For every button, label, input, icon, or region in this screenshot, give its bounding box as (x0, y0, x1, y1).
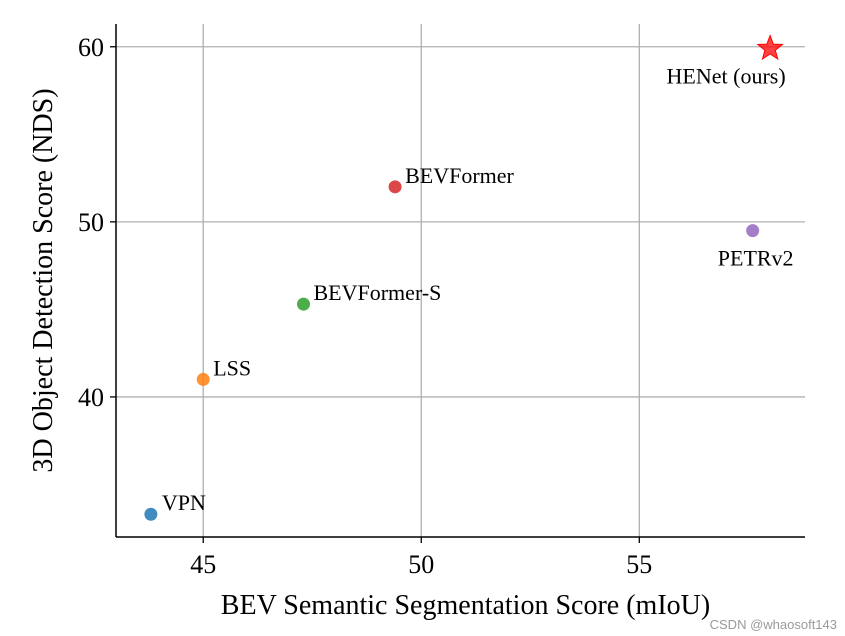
y-axis-title: 3D Object Detection Score (NDS) (28, 88, 59, 472)
y-tick-label: 60 (78, 33, 104, 62)
label-henet-ours: HENet (ours) (667, 64, 786, 89)
point-petrv2 (746, 224, 760, 238)
point-bevformer (388, 180, 402, 194)
axes (110, 24, 805, 543)
tick-labels: 45 50 55 40 50 60 (78, 33, 652, 579)
point-labels: VPN LSS BEVFormer-S BEVFormer PETRv2 HENet (o… (162, 64, 794, 516)
x-tick-label: 55 (626, 550, 652, 579)
y-tick-label: 40 (78, 383, 104, 412)
label-lss: LSS (213, 355, 251, 380)
label-bevformer: BEVFormer (405, 163, 514, 188)
x-tick-label: 45 (190, 550, 216, 579)
y-tick-label: 50 (78, 208, 104, 237)
data-points (144, 34, 784, 521)
label-vpn: VPN (162, 490, 206, 515)
grid-lines (116, 24, 805, 537)
watermark: CSDN @whaosoft143 (709, 617, 837, 632)
label-bevformer-s: BEVFormer-S (314, 280, 442, 305)
x-axis-title: BEV Semantic Segmentation Score (mIoU) (221, 590, 710, 621)
point-lss (196, 372, 210, 386)
point-bevformer-s (297, 297, 311, 311)
point-vpn (144, 507, 158, 521)
label-petrv2: PETRv2 (718, 246, 794, 271)
point-henet-ours (756, 34, 784, 61)
x-tick-label: 50 (408, 550, 434, 579)
